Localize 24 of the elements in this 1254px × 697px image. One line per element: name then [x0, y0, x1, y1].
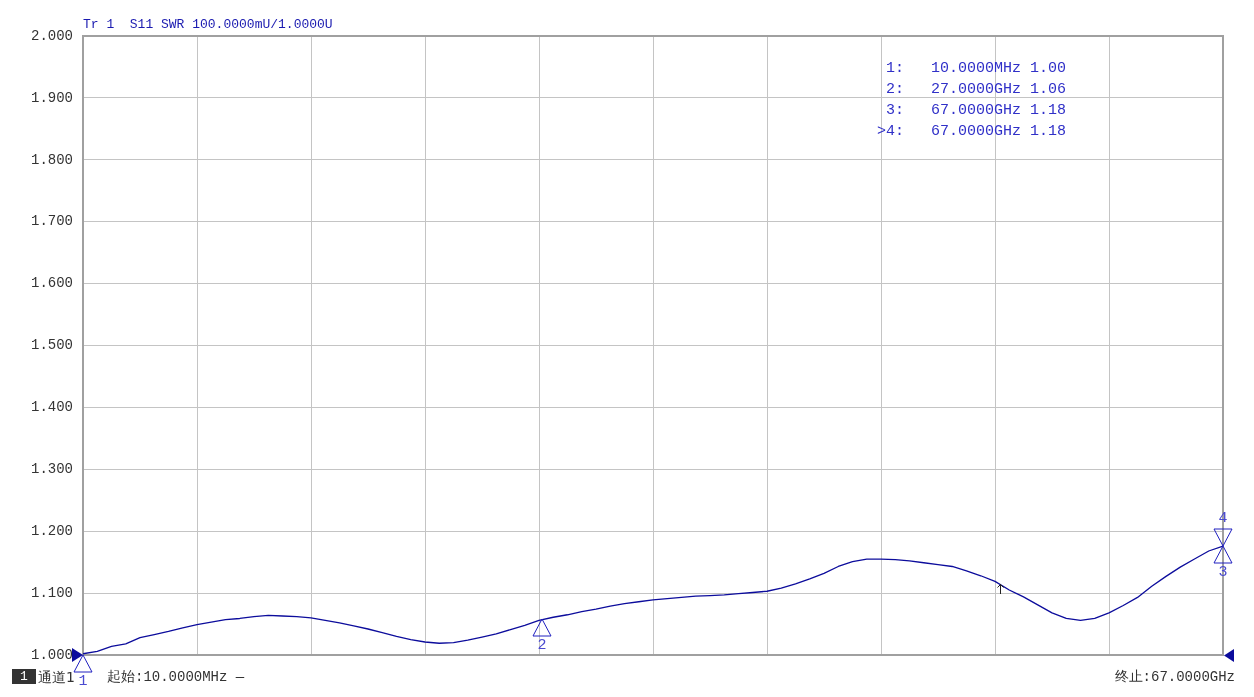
chart-title: Tr 1 S11 SWR 100.0000mU/1.0000U: [83, 17, 333, 33]
y-tick-label: 1.700: [30, 213, 73, 230]
y-tick-label: 1.300: [30, 461, 73, 477]
text: 通道1: [38, 668, 75, 686]
text: 1: [77, 673, 89, 690]
annotation: 2: [536, 637, 548, 654]
annotation: 1: 10.0000MHz 1.00: [885, 59, 1066, 79]
text: 终止:67.0000GHz: [1114, 668, 1235, 686]
y-tick-label: 1.600: [30, 275, 73, 292]
y-tick-label: 1.500: [30, 337, 73, 354]
y-tick-label: 1.800: [30, 151, 73, 168]
annotation: 2: 27.0000GHz 1.06: [885, 80, 1066, 100]
annotation: >4: 67.0000GHz 1.18: [876, 122, 1066, 142]
y-tick-label: 1.400: [30, 399, 73, 416]
y-tick-label: 2.000: [30, 27, 73, 44]
y-tick-label: 1.100: [30, 584, 73, 601]
text: 起始:10.0000MHz —: [107, 668, 245, 686]
text: 1: [12, 669, 36, 684]
annotation: 4: [1217, 510, 1229, 527]
y-tick-label: 1.200: [30, 522, 73, 539]
annotation: 3: 67.0000GHz 1.18: [885, 101, 1066, 121]
annotation: 3: [1217, 564, 1229, 581]
y-tick-label: 1.000: [30, 646, 73, 663]
y-tick-label: 1.900: [30, 89, 73, 106]
